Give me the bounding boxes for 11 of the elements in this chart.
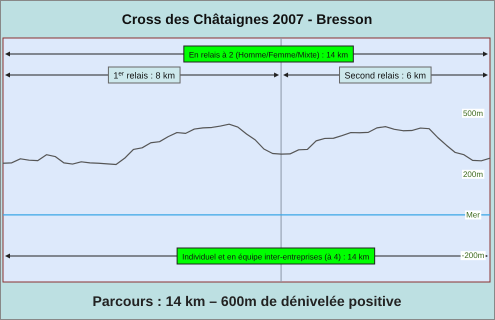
- annotation: En relais à 2 (Homme/Femme/Mixte) : 14 km: [188, 50, 348, 60]
- chart-title: Cross des Châtaignes 2007 - Bresson: [122, 11, 372, 27]
- text: Parcours : 14 km – 600m de dénivelée positive: [92, 293, 402, 309]
- y-tick-label: 200m: [462, 170, 484, 179]
- y-tick-label: -200m: [462, 251, 485, 260]
- annotation: Individuel et en équipe inter-entreprises (à 4) : 14 km: [182, 252, 370, 262]
- annotation: Second relais : 6 km: [344, 70, 426, 80]
- line-series: [2, 124, 491, 166]
- annotation: 1$^{er}$ relais : 8 km: [113, 70, 176, 80]
- y-tick-label: 500m: [462, 108, 484, 118]
- y-tick-label: Mer: [466, 210, 480, 220]
